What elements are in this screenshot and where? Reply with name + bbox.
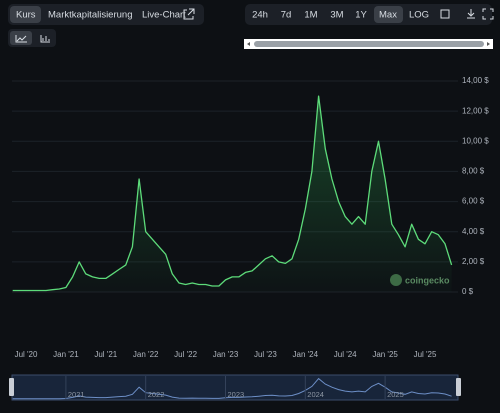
navigator-label: 2025 [387,390,404,399]
range-button[interactable]: 1Y [355,10,367,21]
watermark: coingecko [405,275,450,285]
candle-icon [40,35,50,43]
x-tick-label: Jul '23 [254,350,277,359]
y-tick-label: 4,00 $ [462,227,485,236]
download-icon[interactable] [467,9,475,19]
x-tick-label: Jan '22 [133,350,159,359]
fullscreen-icon[interactable] [482,8,494,20]
range-button[interactable]: 7d [281,10,292,21]
y-tick-label: 6,00 $ [462,197,485,206]
y-tick-label: 0 $ [462,287,474,296]
navigator-label: 2022 [148,390,165,399]
range-button[interactable]: 1M [304,10,317,21]
calendar-icon[interactable] [440,9,450,19]
tab-bar [8,4,204,25]
navigator-label: 2021 [68,390,85,399]
y-tick-label: 2,00 $ [462,257,485,266]
x-tick-label: Jan '21 [53,350,79,359]
active-tab [10,6,41,23]
y-tick-label: 8,00 $ [462,167,485,176]
x-tick-label: Jul '20 [15,350,38,359]
area [12,96,452,292]
x-tick-label: Jul '22 [174,350,197,359]
tab[interactable]: Marktkapitalisierung [48,10,132,21]
nav-handle[interactable] [456,378,461,396]
line-icon [15,35,27,43]
range-button[interactable]: LOG [409,10,429,21]
scrollbar-thumb[interactable] [254,41,484,47]
logo [390,274,402,286]
range-bar [245,4,492,25]
x-tick-label: Jan '25 [372,350,398,359]
nav-handle[interactable] [9,378,14,396]
tab[interactable]: Kurs [16,10,36,21]
active-range [374,6,403,23]
active-type[interactable] [10,31,32,45]
navigator-label: 2024 [307,390,324,399]
y-tick-label: 10,00 $ [462,136,489,145]
x-tick-label: Jul '21 [94,350,117,359]
x-tick-label: Jan '24 [293,350,319,359]
tab[interactable]: Live-Chart [142,10,186,21]
price-line [12,95,453,292]
external-icon [183,8,195,20]
x-tick-label: Jan '23 [213,350,239,359]
x-tick-label: Jul '25 [414,350,437,359]
range-button[interactable]: 3M [330,10,343,21]
y-tick-label: 14,00 $ [462,76,489,85]
navigator-label: 2023 [228,390,245,399]
range-button[interactable]: Max [379,10,397,21]
range-button[interactable]: 24h [252,10,268,21]
y-tick-label: 12,00 $ [462,106,489,115]
navigator-line [12,377,452,400]
x-tick-label: Jul '24 [334,350,357,359]
